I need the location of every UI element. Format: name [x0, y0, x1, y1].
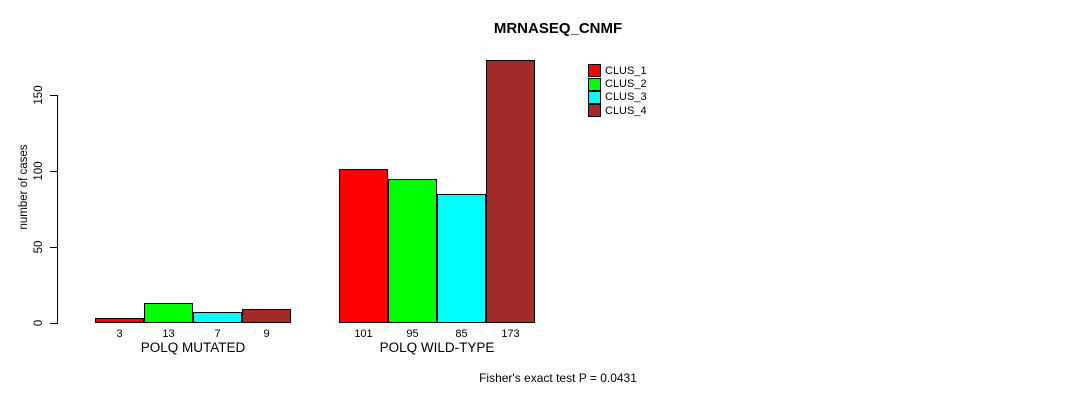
bar-value-label: 7	[214, 328, 221, 340]
y-tick-label: 100	[33, 161, 45, 181]
legend-swatch-icon	[588, 90, 601, 104]
y-tick	[50, 170, 57, 172]
bar-clus_2-2	[388, 179, 437, 323]
bar-value-label: 173	[501, 328, 520, 340]
y-tick	[50, 94, 57, 96]
legend-swatch-icon	[588, 64, 601, 78]
bar-clus_1-1	[95, 318, 144, 323]
bar-value-label: 85	[455, 328, 468, 340]
footer-note: Fisher's exact test P = 0.0431	[479, 371, 637, 385]
legend-label: CLUS_3	[605, 91, 647, 104]
bar-clus_4-1	[242, 309, 291, 323]
y-tick	[50, 322, 57, 324]
y-axis-line	[57, 95, 58, 324]
bar-clus_3-1	[193, 312, 242, 323]
group-label-2: POLQ WILD-TYPE	[379, 340, 495, 355]
legend: CLUS_1 CLUS_2 CLUS_3 CLUS_4	[588, 64, 647, 118]
bar-value-label: 9	[263, 328, 270, 340]
bar-value-label: 3	[116, 328, 123, 340]
group-label-1: POLQ MUTATED	[140, 340, 246, 355]
bar-clus_4-2	[486, 60, 535, 323]
bar-clus_3-2	[437, 194, 486, 323]
y-tick-label: 50	[33, 240, 45, 254]
y-tick-label: 150	[33, 85, 45, 105]
legend-label: CLUS_2	[605, 78, 647, 91]
legend-item: CLUS_2	[588, 77, 647, 91]
legend-item: CLUS_1	[588, 64, 647, 78]
bar-clus_2-1	[144, 303, 193, 323]
bar-value-label: 13	[162, 328, 175, 340]
legend-swatch-icon	[588, 77, 601, 91]
y-axis-title: number of cases	[18, 144, 30, 230]
bar-value-label: 101	[354, 328, 373, 340]
y-tick-label: 0	[33, 319, 45, 327]
bar-value-label: 95	[406, 328, 419, 340]
y-tick	[50, 246, 57, 248]
chart-title: MRNASEQ_CNMF	[493, 20, 623, 37]
legend-item: CLUS_4	[588, 104, 647, 118]
legend-swatch-icon	[588, 104, 601, 118]
legend-item: CLUS_3	[588, 90, 647, 104]
legend-label: CLUS_1	[605, 64, 647, 77]
legend-label: CLUS_4	[605, 104, 647, 117]
bar-clus_1-2	[339, 169, 388, 323]
